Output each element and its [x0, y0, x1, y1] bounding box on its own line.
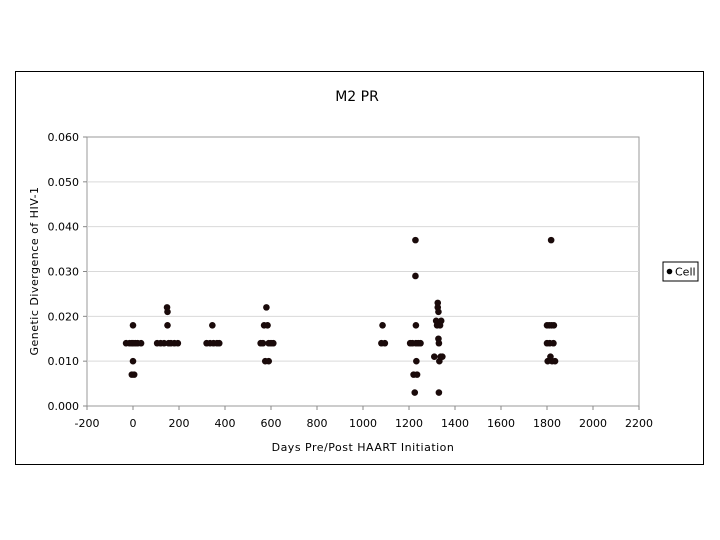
y-tick-label: 0.010	[48, 355, 80, 368]
data-point	[413, 371, 421, 378]
chart-title: M2 PR	[335, 89, 379, 105]
data-point	[263, 304, 270, 311]
y-tick-label: 0.030	[48, 266, 80, 279]
x-tick-label: 1400	[441, 417, 469, 430]
data-point	[129, 322, 137, 329]
data-point	[164, 322, 171, 329]
legend-label-cell: Cell	[675, 266, 696, 279]
data-point	[412, 272, 419, 280]
data-point	[435, 339, 443, 347]
data-point	[379, 322, 386, 329]
data-point	[164, 308, 171, 316]
data-point	[160, 339, 168, 347]
data-point	[215, 339, 223, 347]
x-tick-label: 1600	[487, 417, 515, 430]
chart-frame	[15, 71, 704, 465]
x-tick-label: 0	[130, 417, 137, 430]
legend-marker	[666, 268, 673, 275]
data-point	[259, 339, 267, 347]
data-point	[270, 339, 277, 347]
x-tick-label: 1200	[395, 417, 423, 430]
x-tick-label: 600	[261, 417, 282, 430]
y-tick-label: 0.060	[48, 131, 80, 144]
data-point	[412, 236, 419, 244]
data-point	[417, 339, 424, 347]
y-tick-label: 0.040	[48, 221, 80, 234]
y-axis-label: Genetic Divergence of HIV-1	[28, 186, 41, 355]
y-tick-label: 0.050	[48, 176, 80, 189]
data-point	[264, 322, 271, 329]
data-point	[412, 322, 420, 329]
data-point	[431, 353, 438, 360]
data-point	[413, 357, 420, 365]
y-axis: 0.000 0.010 0.020 0.030 0.040 0.050 0.060	[48, 131, 87, 413]
data-point	[435, 308, 442, 316]
data-point	[137, 339, 145, 347]
legend-box	[662, 261, 699, 282]
legend: Cell	[662, 261, 699, 282]
x-tick-label: 400	[215, 417, 236, 430]
data-point	[550, 339, 557, 347]
data-points	[122, 236, 559, 396]
data-point	[130, 371, 138, 378]
x-tick-label: 800	[307, 417, 328, 430]
data-point	[411, 389, 419, 396]
data-point	[439, 353, 446, 360]
data-point	[381, 339, 389, 347]
data-point	[550, 322, 558, 329]
data-point	[435, 389, 443, 396]
data-point	[547, 236, 555, 244]
y-tick-label: 0.000	[48, 400, 80, 413]
data-point	[209, 322, 216, 329]
x-tick-label: 1000	[349, 417, 377, 430]
data-point	[437, 317, 445, 325]
x-tick-label: 1800	[533, 417, 561, 430]
x-axis: -200 0 200 400 600 800 1000 1200 1400 1600 1800 200…	[75, 406, 653, 430]
x-tick-label: 200	[169, 417, 190, 430]
data-point	[551, 357, 559, 365]
x-tick-label: -200	[75, 417, 100, 430]
y-tick-label: 0.020	[48, 310, 80, 323]
data-point	[174, 339, 182, 347]
data-point	[265, 357, 273, 365]
x-tick-label: 2200	[625, 417, 653, 430]
x-axis-label: Days Pre/Post HAART Initiation	[272, 441, 455, 454]
x-tick-label: 2000	[579, 417, 607, 430]
data-point	[129, 357, 137, 365]
